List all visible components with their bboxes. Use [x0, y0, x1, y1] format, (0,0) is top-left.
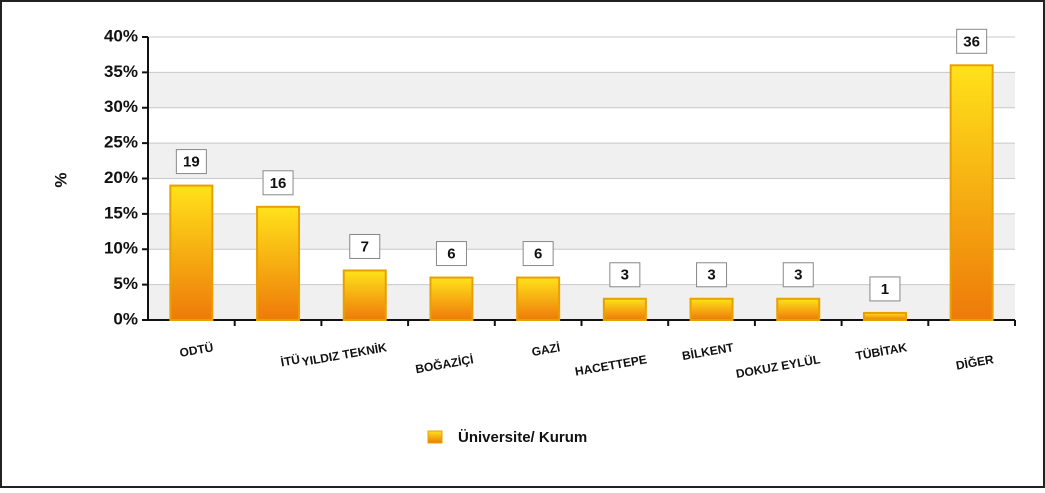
x-tick-label: GAZİ	[530, 339, 561, 359]
bar	[256, 205, 301, 321]
bar	[776, 297, 821, 321]
bar	[342, 269, 387, 322]
y-tick-label: 0%	[113, 309, 138, 328]
legend-label: Üniversite/ Kurum	[458, 429, 587, 446]
bar	[602, 297, 647, 321]
value-label-box	[435, 241, 467, 267]
grid-band	[148, 72, 1015, 108]
y-tick-label: 15%	[104, 203, 138, 222]
legend-swatch	[427, 430, 443, 444]
value-label: 36	[963, 33, 980, 50]
bar	[689, 297, 734, 321]
value-label-box	[782, 262, 814, 288]
value-label-box	[609, 262, 641, 288]
value-label-box	[262, 170, 294, 196]
value-label-box	[522, 241, 554, 267]
y-tick-label: 20%	[104, 168, 138, 187]
x-tick-label: ODTÜ	[178, 339, 214, 360]
value-label-box	[869, 276, 901, 302]
value-label: 19	[183, 154, 200, 171]
bar	[949, 64, 994, 321]
y-tick-label: 25%	[104, 133, 138, 152]
value-label-box	[175, 149, 207, 175]
value-label-box	[349, 233, 381, 259]
value-label: 3	[707, 267, 715, 284]
value-label: 1	[881, 281, 889, 298]
value-label: 6	[534, 246, 542, 263]
y-tick-label: 10%	[104, 239, 138, 258]
value-label: 6	[447, 246, 455, 263]
y-tick-label: 30%	[104, 97, 138, 116]
y-tick-label: 35%	[104, 62, 138, 81]
value-label: 16	[270, 175, 287, 192]
y-tick-label: 5%	[113, 274, 138, 293]
value-label: 3	[794, 267, 802, 284]
value-label-box	[696, 262, 728, 288]
value-label: 7	[361, 238, 369, 255]
x-tick-label: DİĞER	[955, 351, 995, 372]
x-tick-label: İTÜ	[279, 351, 301, 369]
bar	[169, 184, 214, 321]
y-axis-label: %	[51, 172, 70, 187]
value-label-box	[956, 28, 988, 54]
bar	[862, 311, 907, 321]
y-tick-label: 40%	[104, 26, 138, 45]
bar	[516, 276, 561, 321]
bar	[429, 276, 474, 321]
value-label: 3	[621, 267, 629, 284]
